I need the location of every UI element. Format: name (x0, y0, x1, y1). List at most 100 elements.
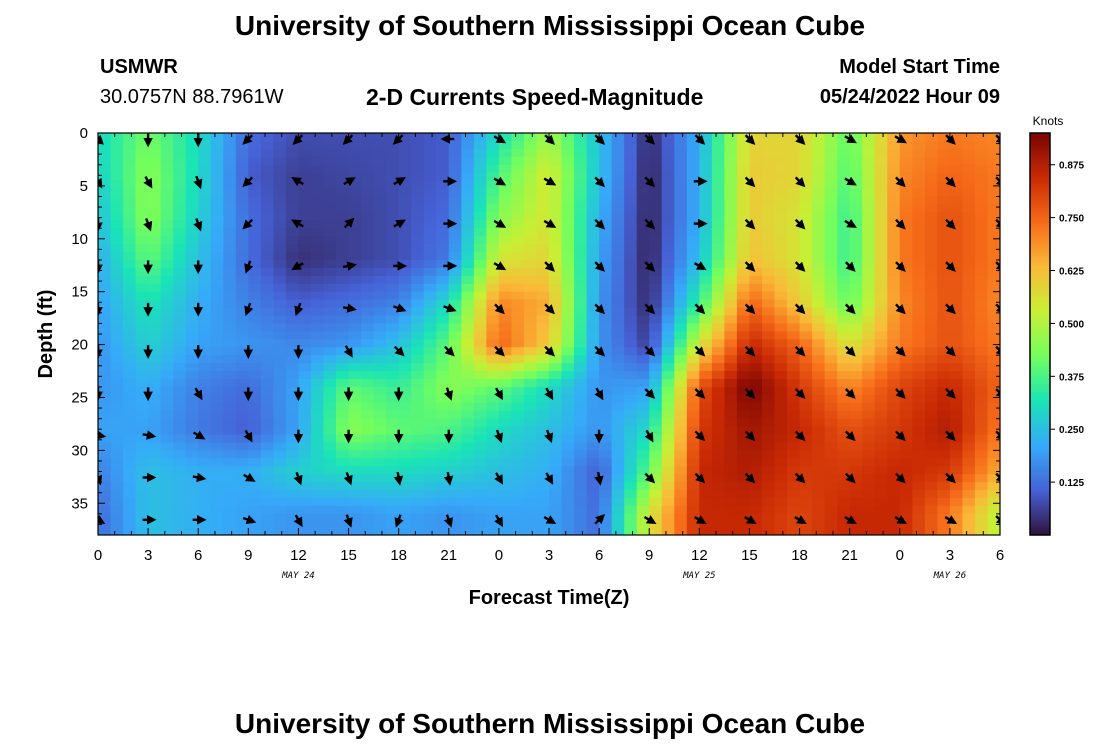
heatmap-cell (636, 347, 650, 356)
heatmap-cell (398, 482, 412, 491)
heatmap-cell (761, 386, 776, 396)
heatmap-cell (423, 212, 437, 221)
heatmap-cell (599, 220, 613, 229)
heatmap-cell (874, 299, 888, 309)
heatmap-cell (310, 204, 325, 213)
heatmap-cell (887, 378, 901, 388)
heatmap-cell (536, 283, 550, 293)
heatmap-cell (185, 474, 199, 483)
heatmap-cell (498, 299, 513, 309)
heatmap-cell (398, 347, 412, 356)
heatmap-cell (586, 347, 600, 356)
heatmap-cell (711, 371, 725, 380)
heatmap-cell (523, 410, 538, 420)
heatmap-cell (837, 450, 851, 459)
heatmap-cell (486, 323, 500, 332)
heatmap-cell (98, 140, 112, 150)
heatmap-cell (674, 133, 688, 142)
heatmap-cell (273, 228, 287, 237)
heatmap-cell (348, 259, 362, 269)
heatmap-cell (461, 402, 475, 412)
heatmap-cell (649, 156, 663, 166)
heatmap-cell (849, 402, 863, 412)
heatmap-cell (774, 497, 788, 507)
heatmap-cell (962, 252, 976, 261)
heatmap-cell (386, 426, 400, 436)
heatmap-cell (160, 180, 174, 190)
heatmap-cell (173, 442, 187, 451)
heatmap-cell (123, 394, 137, 404)
heatmap-cell (761, 378, 776, 388)
heatmap-cell (198, 497, 212, 507)
heatmap-cell (674, 164, 688, 174)
heatmap-cell (849, 244, 863, 253)
heatmap-cell (611, 172, 625, 182)
heatmap-cell (536, 355, 550, 364)
heatmap-cell (987, 371, 1000, 380)
heatmap-cell (160, 521, 174, 531)
heatmap-cell (787, 418, 801, 428)
heatmap-cell (473, 228, 487, 237)
heatmap-cell (148, 188, 162, 198)
heatmap-cell (862, 410, 876, 420)
heatmap-cell (173, 323, 187, 332)
heatmap-cell (974, 490, 989, 499)
heatmap-cell (248, 236, 262, 245)
heatmap-cell (398, 363, 412, 372)
heatmap-cell (849, 315, 863, 325)
heatmap-cell (611, 434, 625, 444)
heatmap-cell (812, 299, 826, 309)
heatmap-cell (899, 418, 913, 428)
heatmap-cell (837, 148, 851, 158)
heatmap-cell (498, 252, 513, 261)
heatmap-cell (799, 529, 813, 535)
heatmap-cell (461, 458, 475, 467)
heatmap-cell (949, 529, 964, 535)
heatmap-cell (336, 315, 350, 325)
current-arrow (544, 261, 555, 272)
heatmap-cell (198, 339, 212, 348)
heatmap-cell (310, 323, 325, 332)
heatmap-cell (173, 315, 187, 325)
heatmap-cell (223, 252, 237, 261)
heatmap-cell (949, 466, 964, 475)
heatmap-cell (724, 275, 738, 285)
heatmap-cell (198, 490, 212, 499)
heatmap-cell (549, 458, 563, 467)
heatmap-cell (173, 188, 187, 198)
heatmap-cell (498, 497, 513, 507)
heatmap-cell (974, 331, 989, 340)
heatmap-cell (937, 275, 951, 285)
heatmap-cell (974, 505, 989, 515)
heatmap-cell (498, 426, 513, 436)
heatmap-cell (962, 275, 976, 285)
current-arrow (895, 430, 906, 442)
heatmap-cell (774, 236, 788, 245)
heatmap-cell (473, 482, 487, 491)
heatmap-cell (498, 466, 513, 475)
heatmap-cell (148, 220, 162, 229)
heatmap-cell (185, 228, 199, 237)
current-arrow (544, 429, 554, 444)
heatmap-cell (574, 347, 588, 356)
heatmap-cell (423, 252, 437, 261)
heatmap-cell (912, 188, 926, 198)
heatmap-cell (962, 283, 976, 293)
heatmap-cell (599, 188, 613, 198)
heatmap-cell (862, 505, 876, 515)
heatmap-cell (624, 418, 638, 428)
heatmap-cell (373, 291, 387, 301)
heatmap-cell (260, 521, 274, 531)
heatmap-cell (624, 513, 638, 523)
heatmap-cell (273, 474, 287, 483)
heatmap-cell (160, 497, 174, 507)
heatmap-cell (323, 339, 337, 348)
heatmap-cell (235, 466, 249, 475)
heatmap-cell (699, 228, 713, 237)
heatmap-cell (949, 148, 964, 158)
x-tick-label: 6 (996, 547, 1004, 564)
heatmap-cell (386, 164, 400, 174)
heatmap-cell (260, 236, 274, 245)
footer-title: University of Southern Mississippi Ocean… (234, 708, 866, 739)
heatmap-cell (887, 140, 901, 150)
